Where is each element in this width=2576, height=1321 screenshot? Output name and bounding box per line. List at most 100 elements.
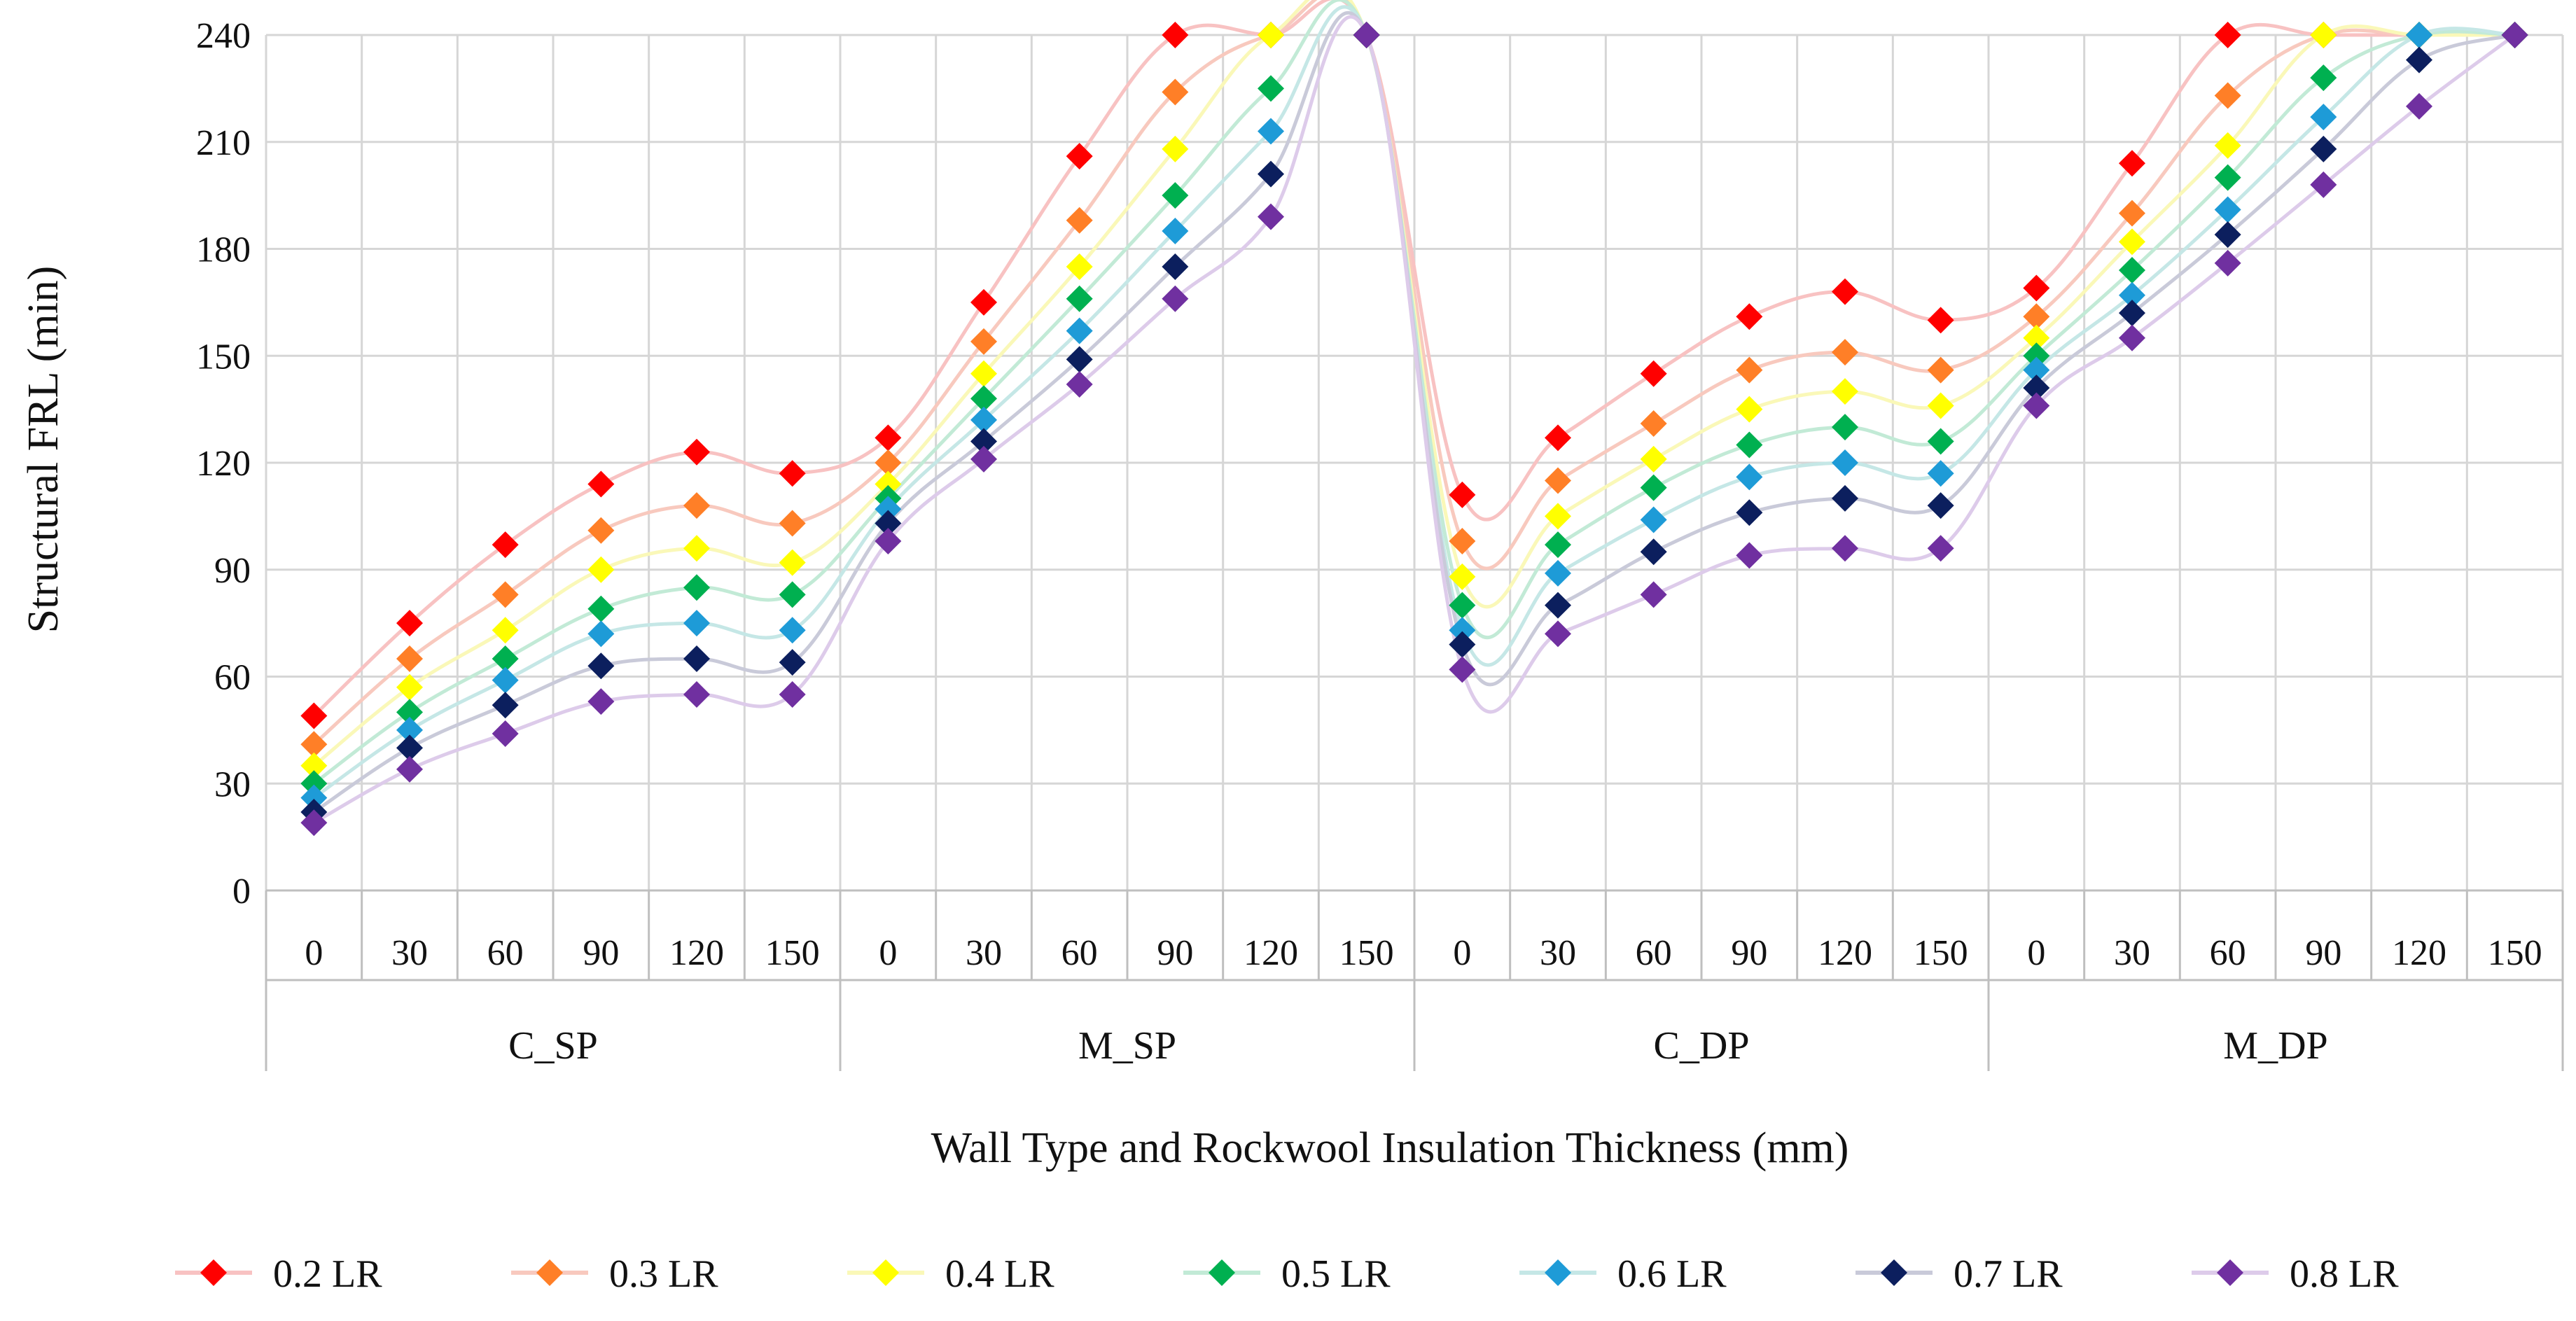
data-point <box>1353 22 1380 48</box>
legend-label: 0.8 LR <box>2290 1252 2399 1296</box>
axis-layer: 0 30 60 90 120 150 180 210 240 0 30 60 90 120 150 0 30 60… <box>196 16 2564 1071</box>
x-tick-label: 120 <box>2392 933 2446 973</box>
data-point <box>492 692 519 719</box>
x-tick-label: 120 <box>1244 933 1298 973</box>
data-point <box>683 680 710 708</box>
x-tick-label: 30 <box>391 933 428 973</box>
data-point <box>970 360 997 387</box>
data-point <box>1449 528 1476 555</box>
data-point <box>396 610 423 637</box>
data-point <box>779 510 806 537</box>
data-point <box>1066 207 1093 234</box>
data-point <box>492 617 519 644</box>
data-point <box>2023 375 2050 402</box>
data-point <box>1066 253 1093 280</box>
data-point <box>2214 249 2241 277</box>
data-point <box>300 809 328 837</box>
legend-marker <box>872 1259 899 1286</box>
x-tick-label: 30 <box>2114 933 2150 973</box>
legend-marker <box>2217 1259 2243 1286</box>
data-point <box>300 731 328 758</box>
legend-label: 0.6 LR <box>1617 1252 1727 1296</box>
data-point <box>970 428 997 455</box>
data-point <box>779 617 806 644</box>
data-point <box>2214 82 2241 109</box>
data-point <box>2501 22 2528 48</box>
group-label: M_SP <box>1078 1024 1176 1068</box>
y-tick-label: 240 <box>196 16 251 56</box>
data-point <box>1927 392 1954 419</box>
data-point <box>1258 160 1284 188</box>
data-point <box>300 752 328 779</box>
data-point <box>1162 22 1189 48</box>
y-tick-label: 180 <box>196 230 251 270</box>
data-point <box>300 702 328 729</box>
data-point <box>1162 218 1189 245</box>
data-point <box>1545 503 1571 530</box>
data-point <box>2119 281 2145 309</box>
legend-label: 0.4 LR <box>945 1252 1054 1296</box>
data-point <box>492 581 519 608</box>
y-tick-label: 150 <box>196 337 251 377</box>
data-point <box>1736 396 1763 423</box>
data-point <box>1258 22 1284 48</box>
data-point <box>396 699 423 726</box>
x-tick-label: 150 <box>765 933 820 973</box>
data-point <box>1640 410 1667 437</box>
data-point <box>1066 143 1093 170</box>
data-point <box>875 528 902 555</box>
data-point <box>779 460 806 487</box>
data-point <box>1545 531 1571 559</box>
legend-label: 0.7 LR <box>1954 1252 2063 1296</box>
data-point <box>492 666 519 694</box>
series-line-0.3-lr <box>312 0 2515 746</box>
data-point <box>683 645 710 673</box>
data-point <box>2214 164 2241 191</box>
data-point <box>1258 75 1284 102</box>
data-point <box>1449 592 1476 619</box>
legend-marker <box>200 1259 227 1286</box>
data-point <box>2310 104 2337 131</box>
data-point <box>1640 474 1667 501</box>
data-point <box>2406 22 2432 48</box>
series-markers <box>300 22 2528 837</box>
data-point <box>1258 118 1284 145</box>
data-point <box>2023 324 2050 351</box>
x-tick-label: 90 <box>583 933 619 973</box>
legend-label: 0.2 LR <box>273 1252 382 1296</box>
data-point <box>396 645 423 673</box>
data-point <box>587 688 615 715</box>
data-point <box>492 531 519 559</box>
data-point <box>2023 392 2050 419</box>
data-point <box>970 385 997 412</box>
data-point <box>1640 506 1667 533</box>
data-point <box>875 510 902 537</box>
data-point <box>779 649 806 676</box>
legend-marker <box>1209 1259 1235 1286</box>
x-tick-label: 30 <box>1540 933 1576 973</box>
data-point <box>1066 346 1093 373</box>
data-point <box>2119 228 2145 256</box>
group-label: C_DP <box>1654 1024 1750 1068</box>
data-point <box>1832 339 1858 366</box>
data-point <box>1162 135 1189 162</box>
data-point <box>1449 617 1476 644</box>
data-point <box>1832 414 1858 441</box>
y-tick-label: 0 <box>232 872 251 911</box>
data-point <box>779 581 806 608</box>
data-point <box>2406 92 2432 120</box>
data-point <box>396 755 423 783</box>
data-point <box>1927 356 1954 384</box>
data-point <box>2119 257 2145 284</box>
data-point <box>1066 317 1093 344</box>
data-point <box>875 424 902 452</box>
x-tick-label: 0 <box>1453 933 1471 973</box>
data-point <box>970 328 997 355</box>
x-tick-label: 120 <box>1818 933 1872 973</box>
data-point <box>492 720 519 747</box>
x-tick-label: 60 <box>2210 933 2246 973</box>
x-tick-label: 90 <box>1157 933 1193 973</box>
data-point <box>1545 592 1571 619</box>
data-point <box>1832 535 1858 562</box>
